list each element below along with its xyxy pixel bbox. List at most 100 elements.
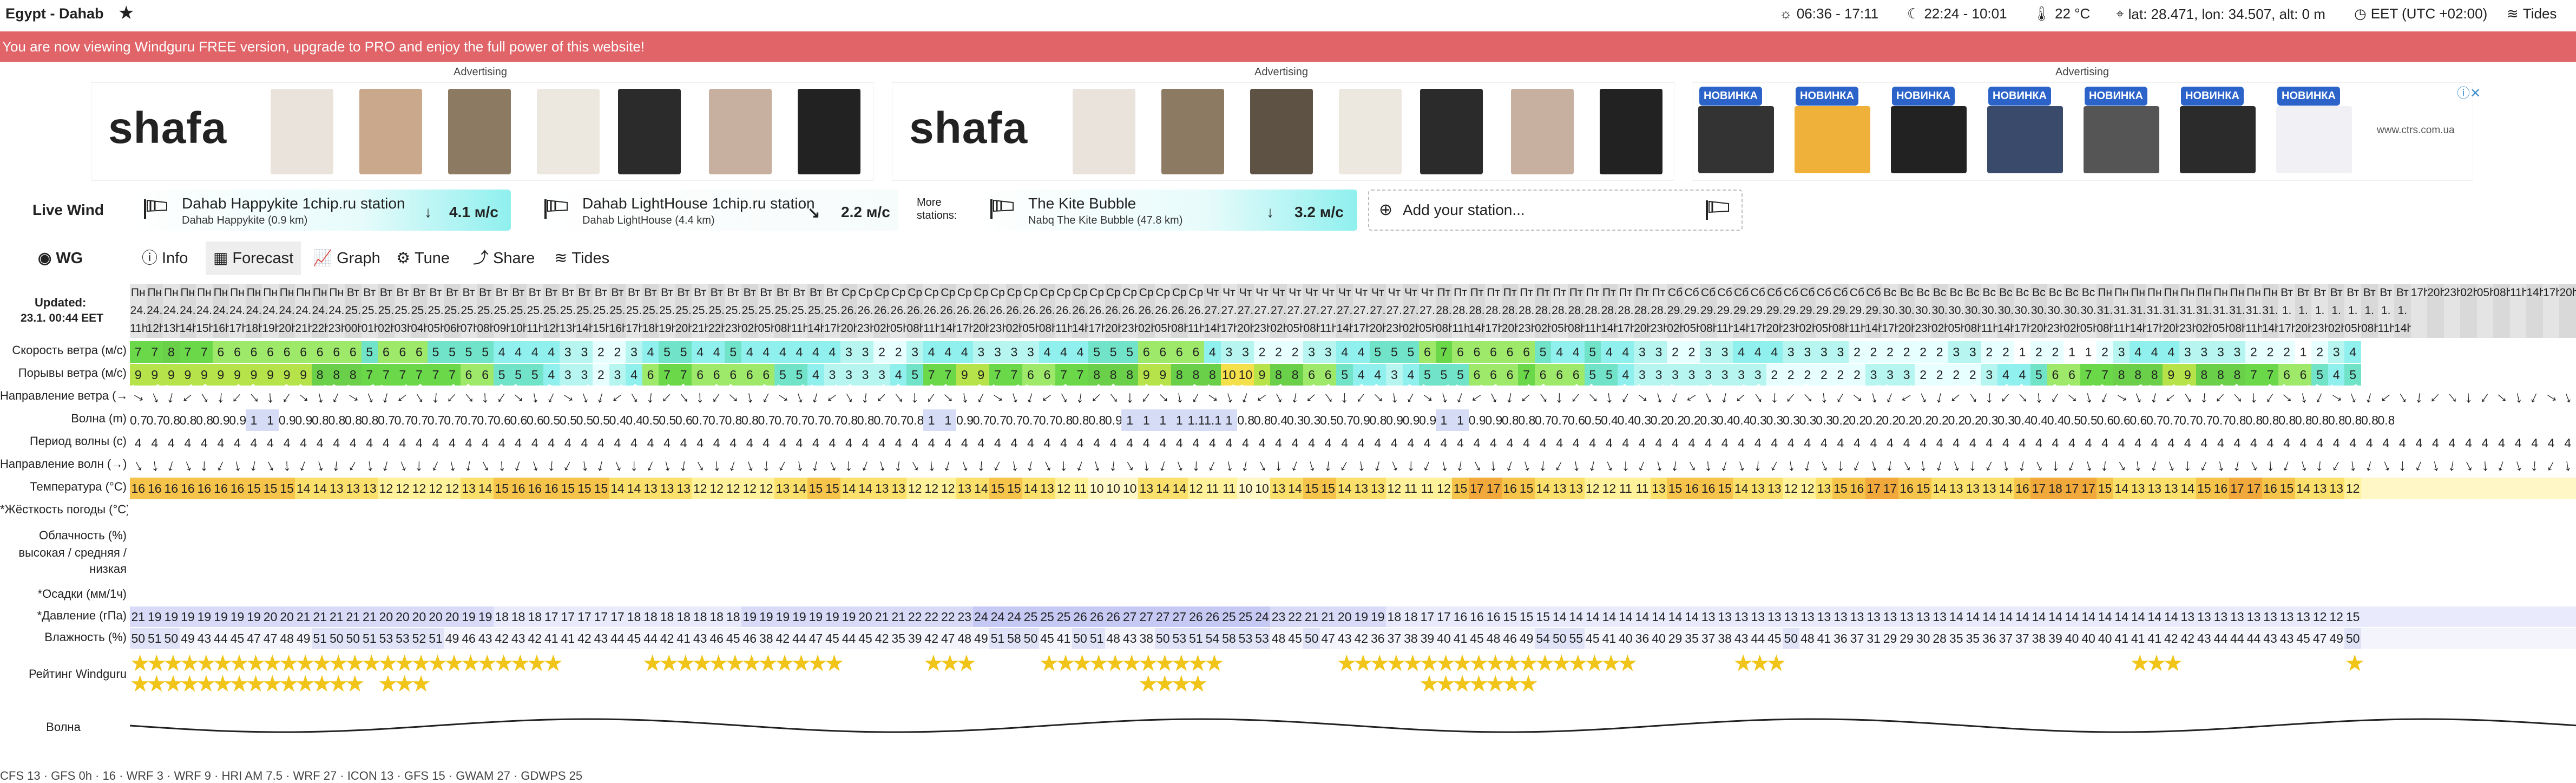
column-header: 14h: [2526, 284, 2545, 338]
humidity-cell: 45: [824, 628, 841, 649]
ad-product-image[interactable]: [1600, 89, 1662, 174]
timezone: EET (UTC +02:00): [2370, 5, 2488, 22]
pressure-cell: 21: [130, 606, 147, 627]
tab-tides[interactable]: ≋ Tides: [554, 242, 609, 275]
temp-cell: 15: [1915, 478, 1931, 499]
wave-cell: 0.3: [1981, 409, 1999, 431]
rating-star-icon: ★: [1617, 650, 1638, 676]
pressure-cell: 13: [1898, 606, 1915, 627]
gust-cell: 3: [1733, 364, 1750, 386]
humidity-cell: 47: [807, 628, 824, 649]
station-speed: 4.1 м/с: [449, 204, 498, 220]
humidity-cell: 36: [1981, 628, 1998, 649]
wind-cell: 5: [427, 341, 444, 363]
column-hour: 05h: [2212, 322, 2232, 335]
humidity-cell: 50: [345, 628, 362, 649]
temp-cell: 13: [1551, 478, 1568, 499]
ad-product-image[interactable]: [1891, 106, 1967, 173]
wave-cell: 0.7: [427, 409, 445, 431]
column-date: 26.: [890, 304, 906, 317]
pressure-cell: [2559, 606, 2576, 627]
period-cell: 4: [1997, 432, 2014, 454]
tab-graph[interactable]: 📈 Graph: [313, 242, 380, 275]
column-header: Вт 25. 09h: [493, 284, 512, 338]
column-hour: 20h: [2030, 322, 2050, 335]
wind-cell: 4: [1055, 341, 1072, 363]
pressure-cell: 16: [1485, 606, 1502, 627]
ad-product-image[interactable]: [1511, 89, 1574, 174]
wind-cell: 6: [1485, 341, 1502, 363]
ad-product-image[interactable]: [709, 89, 772, 174]
tab-share[interactable]: ⤴ Share: [473, 242, 535, 275]
ad-product-image[interactable]: [1795, 106, 1870, 173]
ad-product-image[interactable]: [2180, 106, 2256, 173]
gust-cell: 8: [1088, 364, 1105, 386]
tab-info[interactable]: ⓘ Info: [142, 242, 188, 275]
ad-product-image[interactable]: [1420, 89, 1483, 174]
wind-cell: 4: [1766, 341, 1783, 363]
column-day: Вт: [727, 286, 740, 299]
ad-product-image[interactable]: [1339, 89, 1402, 174]
ad-product-image[interactable]: [1161, 89, 1224, 174]
favorite-star-icon[interactable]: ★: [118, 3, 135, 23]
pressure-cell: 19: [196, 606, 213, 627]
wave-cell: 0.5: [2064, 409, 2081, 431]
ad-product-image[interactable]: [798, 89, 860, 174]
column-date: 26.: [973, 304, 989, 317]
column-header: Чт 27. 14h: [1336, 284, 1356, 338]
station-happykite[interactable]: Dahab Happykite 1chip.ru station Dahab H…: [132, 190, 511, 231]
station-kite-bubble[interactable]: The Kite Bubble Nabq The Kite Bubble (47…: [978, 190, 1357, 231]
ad-product-image[interactable]: [1987, 106, 2063, 173]
pressure-cell: 13: [2245, 606, 2262, 627]
forecast-tabs: ◉ WG ⓘ Info ▦ Forecast 📈 Graph ⚙ Tune ⤴ Share …: [0, 242, 2576, 275]
rating-star-icon: ★ ★: [328, 650, 349, 696]
column-day: Вт: [826, 286, 839, 299]
pressure-cell: [2526, 606, 2543, 627]
ad-product-image[interactable]: [1698, 106, 1774, 173]
column-hour: 08h: [2229, 322, 2248, 335]
wave-dir-arrow-icon: ↓: [1617, 455, 1634, 477]
ad-product-image[interactable]: [271, 89, 333, 174]
tab-label: WG: [56, 250, 83, 267]
ad-product-image[interactable]: [1250, 89, 1313, 174]
tab-wg[interactable]: ◉ WG: [38, 242, 83, 275]
column-hour: 20h: [1766, 322, 1785, 335]
ad-product-image[interactable]: [448, 89, 511, 174]
tab-tune[interactable]: ⚙ Tune: [396, 242, 450, 275]
column-header: Сб 29. 08h: [1832, 284, 1851, 338]
column-header: Вс 30. 23h: [2047, 284, 2066, 338]
wave-cell: [2542, 409, 2560, 431]
column-hour: 23h: [1121, 322, 1141, 335]
temp-cell: [2476, 478, 2494, 499]
station-lighthouse[interactable]: Dahab LightHouse 1chip.ru station Dahab …: [533, 190, 898, 231]
temp-cell: [2377, 478, 2395, 499]
gust-cell: 9: [262, 364, 279, 386]
humidity-cell: 49: [179, 628, 196, 649]
wave-cell: 0.8: [311, 409, 329, 431]
column-header: Вс 30. 17h: [2014, 284, 2033, 338]
column-date: 30.: [1915, 304, 1931, 317]
ad-choices-icon[interactable]: ⓘ✕: [2457, 86, 2481, 101]
tab-forecast[interactable]: ▦ Forecast: [206, 242, 301, 275]
column-date: 24.: [147, 304, 163, 317]
ad-product-image[interactable]: [537, 89, 600, 174]
column-day: Пт: [1520, 286, 1534, 299]
ad-product-image[interactable]: [1073, 89, 1135, 174]
wave-cell: 0.2: [1650, 409, 1668, 431]
ad-product-image[interactable]: [618, 89, 681, 174]
period-cell: 4: [1319, 432, 1337, 454]
ad-product-image[interactable]: [2276, 106, 2352, 173]
add-station-button[interactable]: ⊕ Add your station...: [1368, 190, 1743, 231]
column-hour: 17h: [1617, 322, 1637, 335]
ad-product-image[interactable]: [359, 89, 422, 174]
gust-cell: 9: [1154, 364, 1172, 386]
column-date: 27.: [1270, 304, 1287, 317]
column-header: Вт 25. 19h: [659, 284, 678, 338]
ad-product-image[interactable]: [2084, 106, 2159, 173]
clock-icon: ◷: [2354, 5, 2367, 22]
period-cell: 4: [1039, 432, 1056, 454]
tides-link[interactable]: ≋ Tides: [2507, 5, 2557, 22]
upgrade-banner[interactable]: You are now viewing Windguru FREE versio…: [0, 31, 2576, 62]
column-header: Вт 25. 16h: [609, 284, 628, 338]
column-header: Пт 28. 14h: [1601, 284, 1620, 338]
